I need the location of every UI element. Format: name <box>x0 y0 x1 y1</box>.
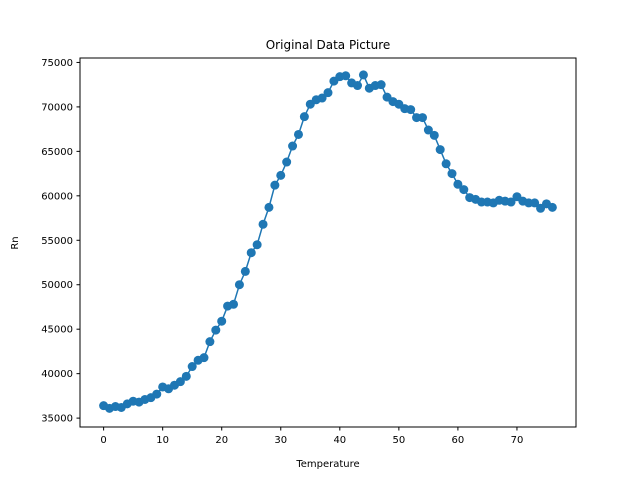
data-point <box>234 280 244 290</box>
data-point <box>530 198 540 208</box>
data-point <box>252 240 262 250</box>
x-tick-label: 10 <box>156 435 169 446</box>
data-point <box>288 141 298 151</box>
data-point <box>217 316 227 326</box>
data-point <box>276 170 286 180</box>
data-point <box>229 299 239 309</box>
data-point <box>459 185 469 195</box>
y-tick-label: 45000 <box>41 325 73 336</box>
data-point <box>353 81 363 91</box>
x-tick-label: 20 <box>215 435 228 446</box>
x-tick-label: 30 <box>274 435 287 446</box>
data-point <box>435 145 445 155</box>
data-point <box>358 70 368 80</box>
y-tick-label: 35000 <box>41 414 73 425</box>
x-tick-label: 70 <box>511 435 524 446</box>
data-point <box>453 179 463 189</box>
data-point <box>258 219 268 229</box>
data-point <box>317 93 327 103</box>
chart-title: Original Data Picture <box>266 38 391 52</box>
data-point <box>246 248 256 258</box>
y-axis-label: Rn <box>10 236 21 249</box>
x-tick-label: 40 <box>333 435 346 446</box>
data-point <box>376 80 386 90</box>
data-point <box>181 371 191 381</box>
data-point <box>441 159 451 169</box>
data-point <box>423 125 433 135</box>
data-point <box>406 105 416 115</box>
data-point <box>429 130 439 140</box>
y-tick-label: 40000 <box>41 369 73 380</box>
y-tick-label: 50000 <box>41 280 73 291</box>
y-tick-label: 70000 <box>41 102 73 113</box>
y-tick-label: 75000 <box>41 58 73 69</box>
y-tick-label: 60000 <box>41 191 73 202</box>
x-tick-label: 0 <box>100 435 106 446</box>
data-point <box>341 71 351 81</box>
plot-frame <box>79 57 577 428</box>
data-point <box>282 157 292 167</box>
y-tick-label: 55000 <box>41 236 73 247</box>
data-point <box>211 325 221 335</box>
data-point <box>506 197 516 207</box>
data-point <box>293 129 303 139</box>
data-point <box>417 113 427 123</box>
y-axis-ticks: 35000 40000 45000 50000 55000 60000 65000 70000… <box>41 58 80 425</box>
data-point <box>199 353 209 363</box>
data-point <box>299 112 309 122</box>
y-tick-label: 65000 <box>41 147 73 158</box>
x-tick-label: 50 <box>392 435 405 446</box>
data-point <box>447 169 457 179</box>
data-point <box>547 202 557 212</box>
data-point <box>205 337 215 347</box>
data-point <box>152 389 162 399</box>
data-point <box>175 377 185 387</box>
x-axis-label: Temperature <box>295 459 359 470</box>
x-tick-label: 60 <box>452 435 465 446</box>
data-point <box>270 180 280 190</box>
data-point <box>264 202 274 212</box>
x-axis-ticks: 0 10 20 30 40 50 60 70 <box>100 427 523 446</box>
data-layer <box>99 70 557 413</box>
data-point <box>323 88 333 98</box>
data-point <box>187 362 197 372</box>
data-point <box>240 266 250 276</box>
